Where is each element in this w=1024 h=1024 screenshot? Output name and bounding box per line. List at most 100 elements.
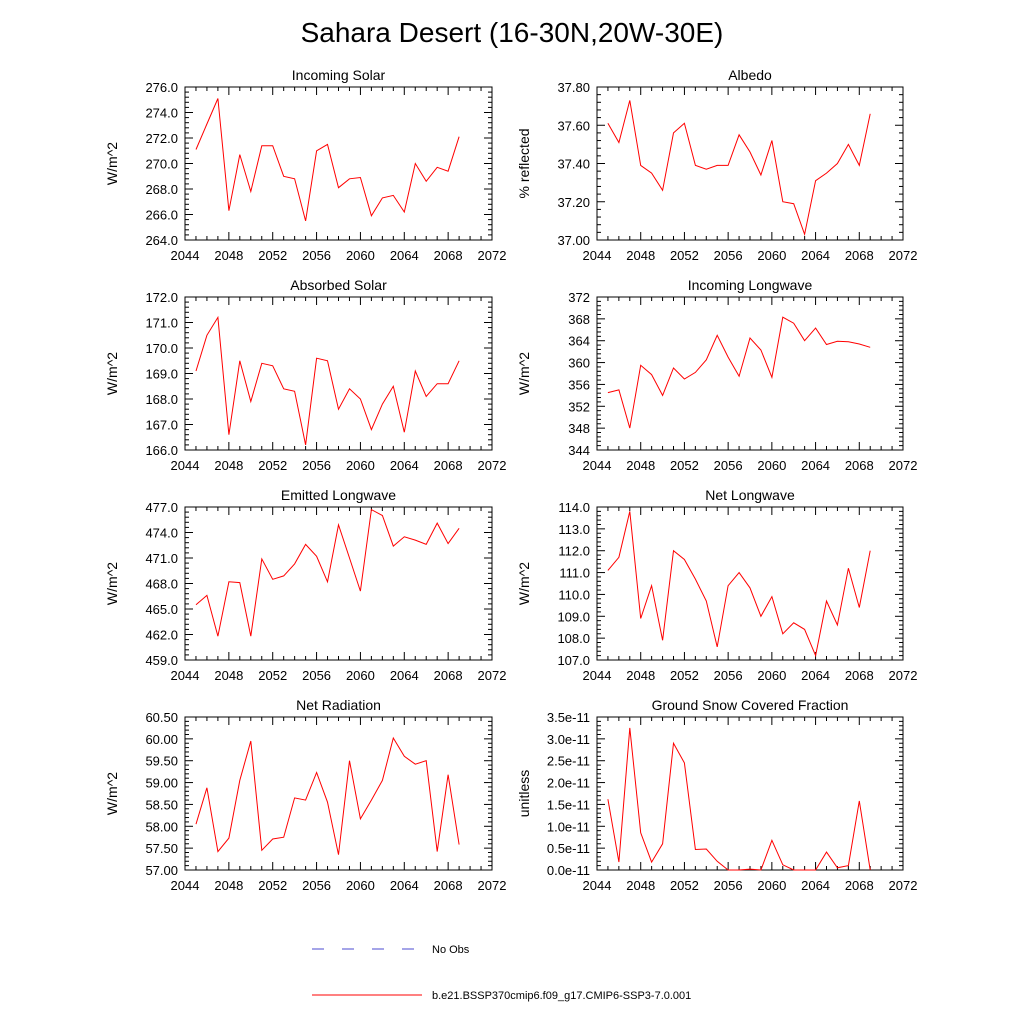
y-tick-label: 60.50 [145, 710, 178, 725]
series-line [607, 100, 871, 237]
y-tick-label: 170.0 [145, 341, 178, 356]
x-tick-label: 2052 [670, 668, 699, 683]
x-tick-label: 2044 [171, 248, 200, 263]
y-tick-label: 459.0 [145, 653, 178, 668]
x-tick-label: 2044 [171, 668, 200, 683]
y-tick-label: 167.0 [145, 418, 178, 433]
x-tick-label: 2068 [845, 248, 874, 263]
panel-title: Incoming Longwave [688, 277, 813, 293]
legend-model-label: b.e21.BSSP370cmip6.f09_g17.CMIP6-SSP3-7.… [432, 990, 691, 1002]
plot-frame [596, 86, 904, 241]
y-tick-label: 348 [568, 421, 590, 436]
y-tick-label: 168.0 [145, 392, 178, 407]
x-tick-label: 2052 [258, 878, 287, 893]
x-tick-label: 2072 [478, 878, 507, 893]
x-tick-label: 2056 [714, 248, 743, 263]
x-tick-label: 2064 [801, 458, 830, 473]
x-tick-label: 2052 [258, 458, 287, 473]
x-tick-label: 2072 [889, 458, 918, 473]
series-line [195, 98, 460, 222]
y-tick-label: 2.5e-11 [547, 754, 590, 769]
x-tick-label: 2068 [434, 668, 463, 683]
y-tick-label: 108.0 [557, 631, 590, 646]
x-tick-label: 2048 [626, 878, 655, 893]
chart-panel: Incoming Solar W/m^2 2044 2048 2052 2056 2060 2… [104, 67, 506, 263]
x-tick-label: 2056 [714, 668, 743, 683]
y-tick-label: 360 [568, 356, 590, 371]
x-tick-label: 2056 [302, 668, 331, 683]
x-tick-label: 2064 [390, 248, 419, 263]
x-tick-label: 2060 [757, 458, 786, 473]
y-tick-label: 37.20 [557, 195, 590, 210]
y-tick-label: 169.0 [145, 367, 178, 382]
panel-title: Absorbed Solar [290, 277, 387, 293]
y-axis-label: unitless [516, 770, 532, 817]
x-tick-label: 2064 [801, 668, 830, 683]
x-tick-label: 2044 [583, 878, 612, 893]
x-tick-label: 2068 [845, 668, 874, 683]
x-tick-label: 2052 [258, 248, 287, 263]
series-line [195, 508, 460, 637]
series-line [195, 736, 460, 855]
y-tick-label: 462.0 [145, 628, 178, 643]
x-tick-label: 2056 [714, 458, 743, 473]
series-line [195, 315, 460, 446]
plot-frame [596, 716, 904, 871]
x-tick-label: 2052 [670, 248, 699, 263]
x-tick-label: 2056 [302, 458, 331, 473]
y-tick-label: 111.0 [559, 566, 590, 581]
series-line [607, 316, 871, 429]
y-tick-label: 114.0 [558, 500, 590, 515]
y-tick-label: 112.0 [558, 544, 590, 559]
x-tick-label: 2060 [346, 878, 375, 893]
y-tick-label: 110.0 [558, 587, 590, 602]
x-tick-label: 2048 [214, 458, 243, 473]
y-tick-label: 0.5e-11 [547, 841, 590, 856]
y-tick-label: 37.80 [557, 80, 590, 95]
x-tick-label: 2052 [670, 878, 699, 893]
panel-title: Incoming Solar [292, 67, 386, 83]
series-line [607, 511, 871, 658]
panel-title: Ground Snow Covered Fraction [652, 697, 849, 713]
y-tick-label: 57.00 [145, 863, 178, 878]
x-tick-label: 2048 [214, 668, 243, 683]
y-tick-label: 1.5e-11 [547, 797, 590, 812]
y-tick-label: 344 [568, 443, 590, 458]
x-tick-label: 2064 [390, 458, 419, 473]
x-tick-label: 2068 [434, 458, 463, 473]
x-tick-label: 2068 [434, 248, 463, 263]
y-tick-label: 109.0 [557, 609, 590, 624]
x-tick-label: 2044 [583, 458, 612, 473]
x-tick-label: 2072 [478, 458, 507, 473]
y-tick-label: 37.40 [557, 157, 590, 172]
chart-panel: Incoming Longwave W/m^2 2044 2048 2052 2056 20… [516, 277, 917, 473]
y-tick-label: 268.0 [145, 182, 178, 197]
x-tick-label: 2072 [889, 668, 918, 683]
plot-frame [184, 716, 493, 871]
y-tick-label: 57.50 [145, 841, 178, 856]
y-tick-label: 465.0 [145, 602, 178, 617]
figure-title: Sahara Desert (16-30N,20W-30E) [301, 17, 724, 48]
x-tick-label: 2060 [757, 878, 786, 893]
x-tick-label: 2060 [346, 458, 375, 473]
y-tick-label: 60.00 [145, 732, 178, 747]
x-tick-label: 2048 [214, 248, 243, 263]
plot-frame [184, 296, 493, 451]
y-tick-label: 372 [568, 290, 590, 305]
y-tick-label: 107.0 [557, 653, 590, 668]
y-tick-label: 474.0 [145, 526, 178, 541]
y-tick-label: 272.0 [145, 131, 178, 146]
series-line [607, 727, 871, 871]
plot-frame [184, 506, 493, 661]
y-axis-label: W/m^2 [104, 562, 120, 605]
y-tick-label: 37.00 [557, 233, 590, 248]
y-tick-label: 166.0 [145, 443, 178, 458]
y-axis-label: W/m^2 [104, 772, 120, 815]
x-tick-label: 2056 [302, 878, 331, 893]
x-tick-label: 2060 [346, 668, 375, 683]
panel-title: Emitted Longwave [281, 487, 396, 503]
y-axis-label: W/m^2 [516, 352, 532, 395]
x-tick-label: 2044 [171, 458, 200, 473]
chart-panel: Albedo % reflected 2044 2048 2052 2056 2060 206… [516, 67, 917, 263]
